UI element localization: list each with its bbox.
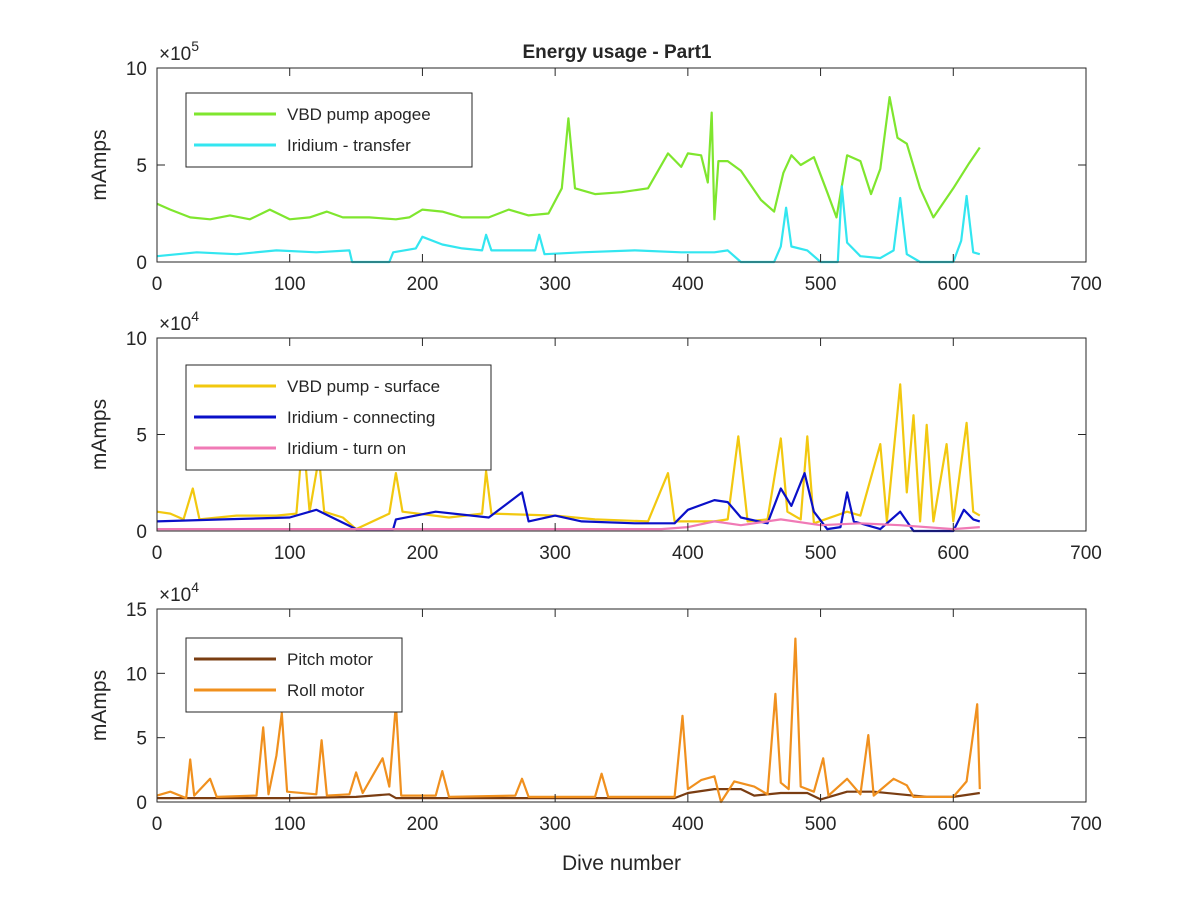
x-tick-label: 200 bbox=[407, 274, 439, 295]
x-tick-label: 200 bbox=[407, 814, 439, 835]
y-tick-label: 5 bbox=[136, 426, 147, 447]
series-line-roll-motor bbox=[156, 637, 981, 804]
legend-box bbox=[185, 637, 403, 713]
y-axis-label: mAmps bbox=[88, 129, 111, 200]
x-tick-label: 400 bbox=[672, 814, 704, 835]
y-tick-label: 0 bbox=[136, 253, 147, 274]
axes-2: 0 100 200 300 400 500 600 700 0 5 10 ×104 mAmps VBD p… bbox=[88, 308, 1102, 564]
legend-entry: Iridium - turn on bbox=[287, 439, 406, 458]
x-tick-label: 100 bbox=[274, 274, 306, 295]
x-tick-label: 300 bbox=[539, 814, 571, 835]
axes-box bbox=[156, 608, 1087, 803]
x-tick-label: 600 bbox=[937, 814, 969, 835]
y-tick-label: 5 bbox=[136, 729, 147, 750]
y-tick-label: 10 bbox=[126, 329, 147, 350]
legend-entry: VBD pump apogee bbox=[287, 105, 431, 124]
y-tick-label: 0 bbox=[136, 522, 147, 543]
series-line-iridium-connecting bbox=[156, 472, 981, 533]
series-line-pitch-motor bbox=[157, 788, 980, 801]
legend: VBD pump - surface Iridium - connecting Ir… bbox=[185, 364, 492, 471]
x-tick-label: 600 bbox=[937, 274, 969, 295]
x-tick-label: 100 bbox=[274, 814, 306, 835]
y-exponent-label: ×105 bbox=[159, 38, 199, 65]
series-line-iridium-transfer bbox=[156, 185, 981, 264]
y-exponent-label: ×104 bbox=[159, 308, 199, 335]
x-tick-label: 700 bbox=[1070, 543, 1102, 564]
legend-entry: Iridium - transfer bbox=[287, 136, 411, 155]
x-tick-label: 400 bbox=[672, 274, 704, 295]
y-tick-label: 0 bbox=[136, 793, 147, 814]
x-tick-label: 0 bbox=[152, 814, 163, 835]
x-tick-label: 100 bbox=[274, 543, 306, 564]
x-tick-label: 500 bbox=[805, 814, 837, 835]
x-tick-label: 500 bbox=[805, 543, 837, 564]
y-tick-label: 10 bbox=[126, 59, 147, 80]
legend-box bbox=[185, 92, 473, 168]
x-tick-label: 700 bbox=[1070, 274, 1102, 295]
axes-1: 0 100 200 300 400 500 600 700 0 5 10 ×105 mAmps VBD p… bbox=[88, 38, 1102, 295]
legend: VBD pump apogee Iridium - transfer bbox=[185, 92, 473, 168]
x-tick-label: 400 bbox=[672, 543, 704, 564]
x-tick-label: 300 bbox=[539, 274, 571, 295]
x-tick-label: 0 bbox=[152, 543, 163, 564]
y-tick-label: 5 bbox=[136, 156, 147, 177]
x-tick-label: 500 bbox=[805, 274, 837, 295]
axes-3: 0 100 200 300 400 500 600 700 0 5 10 15 ×104 mAmps Div… bbox=[88, 579, 1102, 875]
series-line-iridium-turn-on bbox=[157, 518, 980, 531]
y-axis-label: mAmps bbox=[88, 670, 111, 741]
x-tick-label: 700 bbox=[1070, 814, 1102, 835]
figure-title: Energy usage - Part1 bbox=[522, 42, 711, 63]
series-line-vbd-pump-apogee bbox=[156, 96, 981, 221]
x-tick-label: 200 bbox=[407, 543, 439, 564]
y-tick-label: 15 bbox=[126, 600, 147, 621]
legend-entry: Roll motor bbox=[287, 681, 365, 700]
y-tick-label: 10 bbox=[126, 664, 147, 685]
x-tick-label: 600 bbox=[937, 543, 969, 564]
x-tick-label: 300 bbox=[539, 543, 571, 564]
y-exponent-label: ×104 bbox=[159, 579, 199, 606]
legend-entry: Pitch motor bbox=[287, 650, 373, 669]
x-axis-label: Dive number bbox=[562, 852, 681, 875]
x-tick-label: 0 bbox=[152, 274, 163, 295]
legend-entry: Iridium - connecting bbox=[287, 408, 435, 427]
legend: Pitch motor Roll motor bbox=[185, 637, 403, 713]
y-axis-label: mAmps bbox=[88, 399, 111, 470]
legend-entry: VBD pump - surface bbox=[287, 377, 440, 396]
